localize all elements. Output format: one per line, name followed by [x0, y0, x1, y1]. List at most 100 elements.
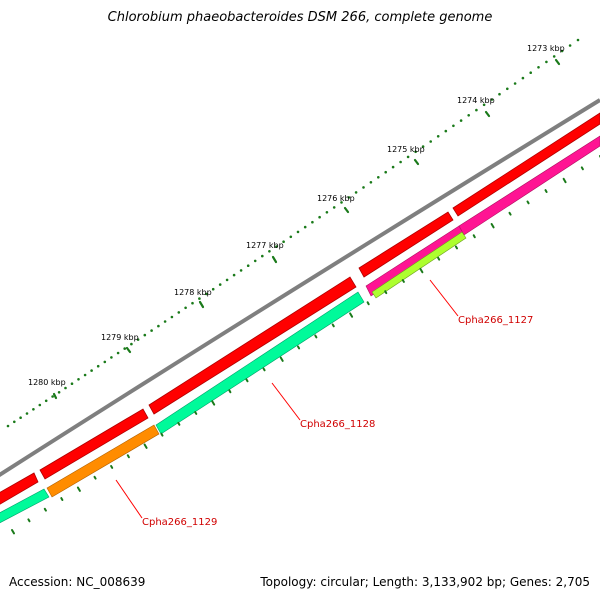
inner-tick: [177, 421, 181, 426]
ruler-dot: [568, 44, 572, 47]
ruler-dot: [157, 324, 160, 328]
ruler-dot: [459, 119, 463, 122]
ruler-dot: [303, 225, 307, 229]
ruler-dot: [421, 145, 425, 148]
gene-cpha266-1129[interactable]: [46, 424, 160, 498]
ruler-dot: [6, 424, 10, 428]
ruler-dot: [198, 297, 201, 300]
ruler-dot: [123, 347, 126, 350]
inner-tick: [297, 345, 301, 350]
ruler-dot: [399, 160, 402, 164]
ruler-dot: [150, 329, 153, 332]
tick-label-1280: 1280 kbp: [28, 378, 66, 387]
ruler-dot: [545, 60, 548, 64]
ruler-dot: [467, 114, 471, 117]
inner-tick: [472, 234, 476, 239]
inner-tick: [11, 529, 15, 535]
reverse-cds-track: [0, 135, 600, 528]
tick-label-1274: 1274 kbp: [457, 96, 495, 105]
major-tick: [554, 58, 561, 66]
major-tick: [271, 255, 278, 264]
inner-tick: [401, 279, 405, 283]
ruler-dot: [268, 250, 271, 253]
ruler-dot: [354, 191, 358, 194]
ruler-dot: [25, 412, 29, 415]
inner-tick: [262, 367, 266, 372]
tick-label-1273: 1273 kbp: [527, 44, 565, 53]
map-title: Chlorobium phaeobacteroides DSM 266, com…: [107, 10, 493, 25]
major-tick: [343, 206, 350, 214]
inner-tick: [126, 454, 130, 459]
ruler-dot: [377, 176, 380, 179]
inner-tick: [526, 200, 530, 205]
gene-partial-left[interactable]: [0, 488, 50, 528]
inner-tick: [349, 312, 354, 318]
ruler-dot: [90, 369, 93, 372]
inner-tick: [160, 432, 164, 437]
gene-label-1129[interactable]: Cpha266_1129: [142, 517, 217, 528]
ruler-dot: [391, 165, 395, 169]
inner-tick: [508, 211, 512, 216]
inner-tick: [143, 443, 148, 449]
ruler-dot: [177, 311, 181, 314]
ruler-dot: [211, 287, 215, 291]
ruler-dot: [64, 386, 67, 390]
tick-label-1276: 1276 kbp: [317, 194, 355, 203]
ruler-dot: [253, 259, 257, 263]
ruler-dot: [232, 273, 236, 277]
major-tick: [413, 158, 420, 166]
ruler-dot: [513, 82, 517, 85]
inner-tick: [331, 323, 335, 328]
ruler-dot: [475, 108, 478, 112]
ruler-dot: [289, 235, 293, 239]
major-ticks: [52, 58, 561, 400]
cds-arrow: [0, 472, 39, 505]
ruler-dot: [130, 342, 133, 346]
ruler-dot: [275, 245, 278, 248]
ruler-dot: [347, 196, 351, 199]
leader-line: [271, 382, 301, 421]
gene-highlight: [371, 231, 467, 299]
ruler-dot: [506, 87, 509, 91]
tick-label-1279: 1279 kbp: [101, 333, 139, 342]
ruler-dot: [332, 206, 336, 209]
gene-label-1128[interactable]: Cpha266_1128: [300, 419, 375, 430]
cds-arrow: [452, 112, 600, 217]
ruler-dot: [362, 186, 365, 189]
ruler-dot: [13, 420, 16, 424]
major-tick: [198, 300, 205, 309]
gene-label-1127[interactable]: Cpha266_1127: [458, 315, 533, 326]
ruler-dot: [103, 360, 107, 364]
inner-tick: [27, 518, 31, 523]
ruler-dot: [110, 356, 113, 359]
inner-tick: [544, 189, 548, 193]
cds-arrow: [148, 276, 357, 415]
inner-tick: [194, 411, 198, 415]
gene-cpha266-1127[interactable]: [458, 135, 600, 236]
ruler-dot: [318, 215, 321, 219]
inner-tick: [43, 507, 47, 512]
ruler-dot: [191, 301, 194, 305]
inner-tick: [110, 465, 114, 469]
ruler-dot: [77, 378, 80, 381]
inner-tick: [93, 475, 97, 480]
ruler-dot: [163, 320, 167, 323]
ruler-dot: [38, 403, 42, 407]
ruler-dot: [444, 129, 448, 133]
ruler-dot: [429, 140, 433, 143]
ruler-dot: [521, 76, 525, 80]
ruler-dots: [6, 38, 580, 428]
ruler-dot: [44, 399, 48, 403]
ruler-dot: [406, 155, 410, 159]
ruler-dot: [576, 38, 580, 42]
inner-tick: [454, 245, 458, 250]
cds-arrow: [39, 408, 149, 480]
gene-cpha266-1128[interactable]: [155, 291, 365, 435]
inner-ticks: [11, 155, 600, 535]
tick-label-1275: 1275 kbp: [387, 145, 425, 154]
inner-tick: [366, 301, 370, 306]
ruler-dot: [325, 211, 329, 214]
inner-tick: [419, 267, 424, 274]
ruler-dot: [143, 333, 147, 337]
ruler-dot: [116, 351, 120, 355]
